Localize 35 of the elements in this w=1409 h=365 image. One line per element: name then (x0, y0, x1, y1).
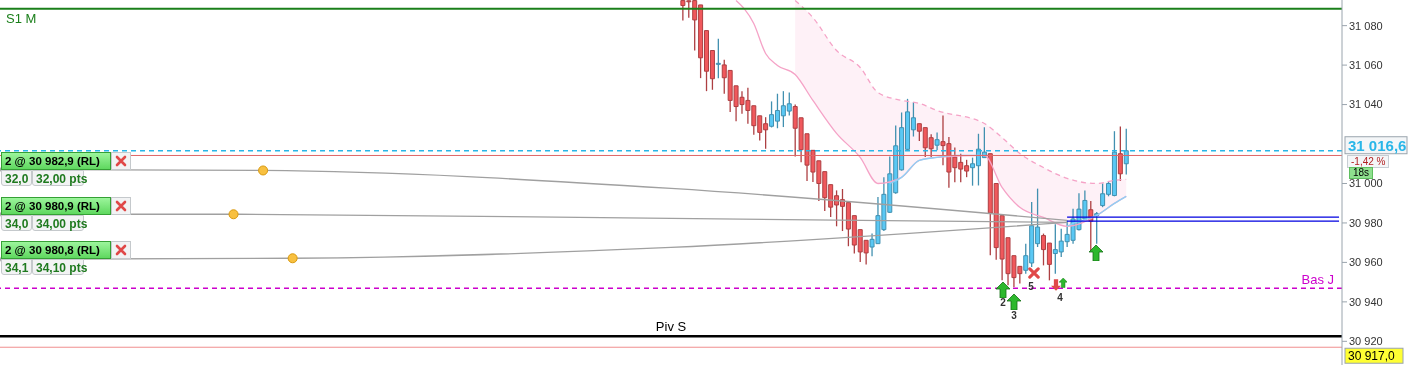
annotation: 2 @ 30 982,9 (RL) (1, 152, 111, 170)
annotation: 34,1 (1, 259, 32, 275)
annotation: 34,10 pts (35, 260, 88, 275)
ref-line-label: Piv S (655, 319, 687, 335)
ref-line-label: 31 016,6 (1348, 136, 1407, 154)
annotation: 5 (1027, 281, 1035, 292)
candlestick (1117, 125, 1123, 182)
text: 18s (1349, 167, 1374, 179)
annotation: 2 (999, 297, 1007, 308)
point (287, 253, 298, 264)
annotation: 34,0 (1, 214, 32, 231)
y-tick-label: 31 060 (1349, 59, 1383, 72)
candlestick (934, 131, 940, 151)
point (258, 165, 269, 176)
y-tick-label: 30 940 (1349, 295, 1383, 308)
y-tick-label: 31 040 (1349, 98, 1383, 111)
candlestick (715, 38, 721, 79)
annotation: 34,00 pts (35, 215, 88, 231)
ref-line-label: 30 917,0 (1348, 349, 1396, 364)
ref-line-label: Bas J (1301, 272, 1334, 288)
annotation: 3 (1010, 310, 1018, 321)
y-tick-label: 30 920 (1349, 335, 1383, 348)
y-tick-label: 31 080 (1349, 19, 1383, 32)
text: -1,42 % (1347, 155, 1390, 168)
candlestick (1123, 128, 1129, 176)
annotation: 2 @ 30 980,9 (RL) (1, 196, 111, 215)
annotation: 2 @ 30 980,8 (RL) (1, 241, 111, 259)
point (228, 209, 239, 220)
annotation: 32,0 (1, 170, 32, 186)
y-tick-label: 31 000 (1349, 177, 1383, 190)
ref-line-label: S1 M (6, 10, 37, 26)
annotation: 32,00 pts (35, 171, 88, 186)
y-tick-label: 30 960 (1349, 256, 1383, 269)
y-tick-label: 30 980 (1349, 216, 1383, 229)
annotation: 4 (1056, 292, 1064, 303)
